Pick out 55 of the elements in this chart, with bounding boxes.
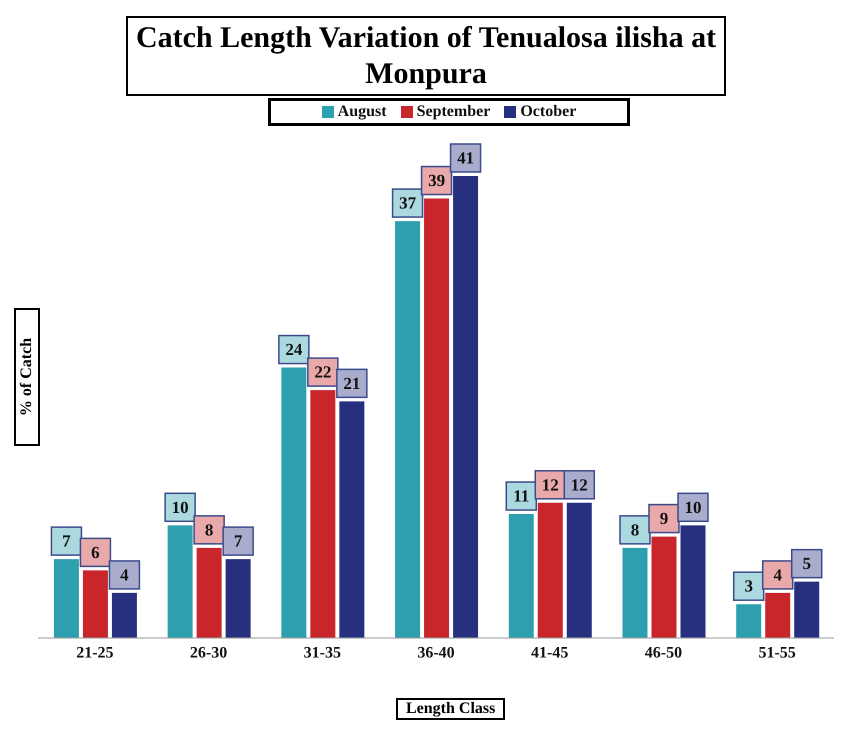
bar xyxy=(82,570,108,638)
x-tick-label: 36-40 xyxy=(417,644,455,662)
data-label: 8 xyxy=(204,520,214,540)
bar xyxy=(538,502,563,638)
x-tick-label: 51-55 xyxy=(758,644,796,662)
chart-title: Catch Length Variation of Tenualosa ilisha at Monpura xyxy=(126,16,726,96)
data-label: 7 xyxy=(234,532,243,551)
data-label: 11 xyxy=(513,486,530,506)
data-label: 8 xyxy=(630,520,640,540)
data-label: 24 xyxy=(285,340,303,360)
bar xyxy=(310,390,336,638)
legend-label: August xyxy=(336,103,387,121)
data-label: 12 xyxy=(542,475,559,494)
bar xyxy=(112,592,137,638)
data-label: 4 xyxy=(120,565,130,584)
x-tick-label: 21-25 xyxy=(76,644,114,662)
bar xyxy=(651,536,676,638)
legend-label: September xyxy=(416,103,490,121)
data-label: 39 xyxy=(428,171,446,190)
bar xyxy=(424,198,450,638)
data-label: 7 xyxy=(62,532,72,551)
data-label: 41 xyxy=(457,148,474,168)
bar xyxy=(281,368,306,638)
bar xyxy=(453,176,478,638)
x-tick-label: 31-35 xyxy=(304,644,341,662)
bar xyxy=(622,548,648,638)
data-label: 10 xyxy=(684,498,702,517)
x-axis-title: Length Class xyxy=(396,698,506,720)
bar xyxy=(395,221,420,638)
x-tick-label: 41-45 xyxy=(531,644,568,662)
data-label: 4 xyxy=(773,565,782,584)
bar xyxy=(508,514,534,638)
bar xyxy=(226,559,251,638)
bar xyxy=(765,592,790,638)
data-label: 37 xyxy=(399,194,417,213)
bar xyxy=(339,401,364,638)
bar xyxy=(566,502,592,638)
data-label: 6 xyxy=(91,542,100,562)
bar xyxy=(54,559,79,638)
data-label: 5 xyxy=(802,554,811,574)
data-label: 12 xyxy=(570,475,588,494)
bar xyxy=(196,548,222,638)
data-label: 21 xyxy=(343,374,360,393)
x-tick-label: 26-30 xyxy=(190,644,228,662)
data-label: 3 xyxy=(744,576,753,596)
bar xyxy=(794,582,820,638)
bar xyxy=(680,525,706,638)
data-label: 9 xyxy=(660,509,668,528)
legend-label: October xyxy=(519,103,576,121)
data-label: 10 xyxy=(172,498,189,517)
y-axis-title: % of Catch xyxy=(18,338,36,416)
data-label: 22 xyxy=(314,362,332,382)
bar xyxy=(168,525,193,638)
x-tick-label: 46-50 xyxy=(644,644,682,662)
bar xyxy=(736,604,762,638)
